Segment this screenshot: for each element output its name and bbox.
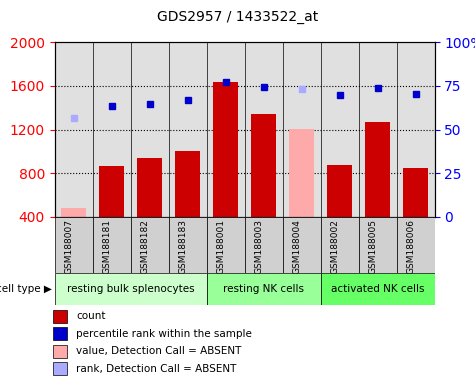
Bar	[321, 273, 435, 305]
Bar	[53, 328, 66, 340]
Text: cell type ▶: cell type ▶	[0, 284, 52, 294]
Bar	[61, 208, 86, 217]
Text: rank, Detection Call = ABSENT: rank, Detection Call = ABSENT	[76, 364, 237, 374]
Bar	[289, 129, 314, 217]
Text: GSM188003: GSM188003	[255, 218, 264, 274]
Text: GSM188001: GSM188001	[217, 218, 226, 274]
Text: GSM188183: GSM188183	[179, 218, 188, 274]
Text: value, Detection Call = ABSENT: value, Detection Call = ABSENT	[76, 346, 242, 356]
Bar	[55, 273, 207, 305]
Bar	[169, 217, 207, 273]
Bar	[321, 217, 359, 273]
Text: GSM188181: GSM188181	[103, 218, 112, 274]
Bar	[397, 217, 435, 273]
Bar	[53, 345, 66, 358]
Text: GSM188002: GSM188002	[331, 218, 340, 273]
Text: activated NK cells: activated NK cells	[331, 284, 424, 294]
Text: resting bulk splenocytes: resting bulk splenocytes	[67, 284, 194, 294]
Bar	[53, 310, 66, 323]
Bar	[403, 168, 428, 217]
Text: GSM188007: GSM188007	[65, 218, 74, 274]
Text: GSM188006: GSM188006	[407, 218, 416, 274]
Bar	[283, 217, 321, 273]
Bar	[213, 81, 238, 217]
Bar	[99, 166, 124, 217]
Bar	[93, 217, 131, 273]
Bar	[175, 151, 200, 217]
Text: GSM188182: GSM188182	[141, 218, 150, 273]
Bar	[137, 158, 162, 217]
Text: GSM188005: GSM188005	[369, 218, 378, 274]
Text: resting NK cells: resting NK cells	[223, 284, 304, 294]
Bar	[55, 217, 93, 273]
Bar	[245, 217, 283, 273]
Bar	[327, 164, 352, 217]
Text: GDS2957 / 1433522_at: GDS2957 / 1433522_at	[157, 10, 318, 24]
Bar	[365, 122, 390, 217]
Bar	[207, 217, 245, 273]
Bar	[207, 273, 321, 305]
Bar	[53, 362, 66, 375]
Text: count: count	[76, 311, 106, 321]
Bar	[359, 217, 397, 273]
Text: percentile rank within the sample: percentile rank within the sample	[76, 329, 252, 339]
Bar	[131, 217, 169, 273]
Bar	[251, 114, 276, 217]
Text: GSM188004: GSM188004	[293, 218, 302, 273]
